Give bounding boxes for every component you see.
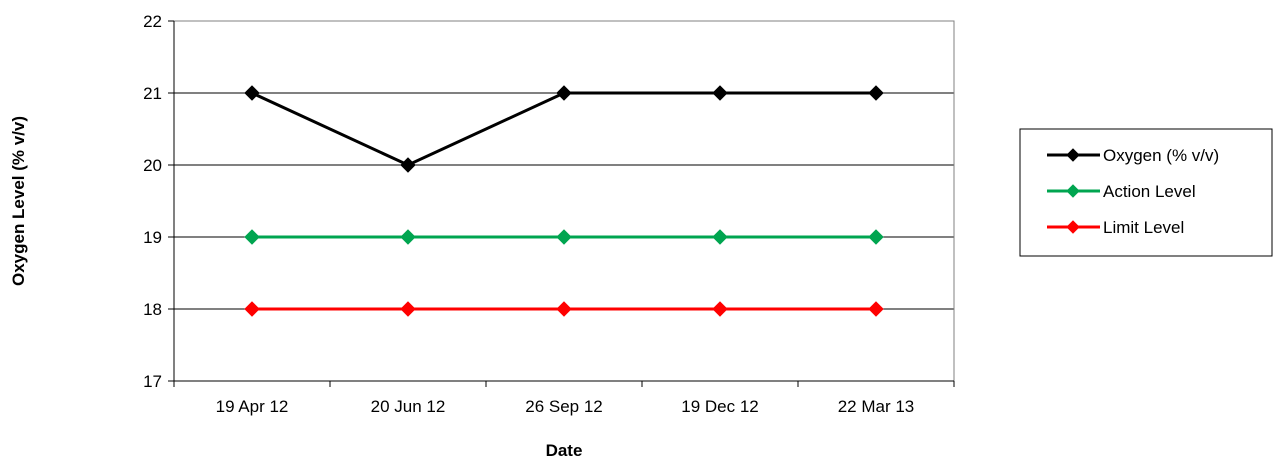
- legend-label: Limit Level: [1103, 218, 1184, 237]
- data-point: [868, 85, 884, 101]
- y-tick-label: 22: [143, 12, 162, 31]
- x-axis-title: Date: [546, 441, 583, 460]
- data-point: [244, 301, 260, 317]
- series-line: [251, 91, 876, 167]
- data-point: [868, 301, 884, 317]
- axes: [173, 20, 955, 382]
- y-tick-label: 20: [143, 156, 162, 175]
- legend-item: Oxygen (% v/v): [1047, 146, 1219, 165]
- data-point: [868, 229, 884, 245]
- data-point: [244, 229, 260, 245]
- legend-swatch-marker: [1066, 220, 1080, 234]
- plot-area: [173, 20, 955, 382]
- legend-item: Action Level: [1047, 182, 1196, 201]
- data-point: [712, 229, 728, 245]
- y-tick-label: 19: [143, 228, 162, 247]
- data-point: [556, 85, 572, 101]
- y-tick-label: 21: [143, 84, 162, 103]
- data-point: [244, 85, 260, 101]
- x-axis-ticks: 19 Apr 12 20 Jun 12 26 Sep 12 19 Dec 12 22 M…: [173, 381, 955, 416]
- data-point: [400, 301, 416, 317]
- legend-swatch-marker: [1066, 148, 1080, 162]
- data-point: [400, 229, 416, 245]
- series-layer: [244, 85, 884, 317]
- x-tick-label: 26 Sep 12: [525, 397, 603, 416]
- data-point: [556, 301, 572, 317]
- x-tick-label: 19 Apr 12: [216, 397, 289, 416]
- legend-item: Limit Level: [1047, 218, 1184, 237]
- x-tick-label: 20 Jun 12: [371, 397, 446, 416]
- legend-label: Action Level: [1103, 182, 1196, 201]
- y-axis-title: Oxygen Level (% v/v): [9, 116, 28, 286]
- data-point: [400, 157, 416, 173]
- gridlines: [174, 92, 954, 310]
- y-tick-label: 17: [143, 372, 162, 391]
- legend-swatch-marker: [1066, 184, 1080, 198]
- data-point: [712, 301, 728, 317]
- legend-label: Oxygen (% v/v): [1103, 146, 1219, 165]
- legend: Oxygen (% v/v) Action Level Limit Level: [1019, 128, 1273, 257]
- x-tick-label: 19 Dec 12: [681, 397, 759, 416]
- y-tick-label: 18: [143, 300, 162, 319]
- y-axis-ticks: 17 18 19 20 21 22: [143, 12, 174, 391]
- data-point: [712, 85, 728, 101]
- data-point: [556, 229, 572, 245]
- x-tick-label: 22 Mar 13: [838, 397, 915, 416]
